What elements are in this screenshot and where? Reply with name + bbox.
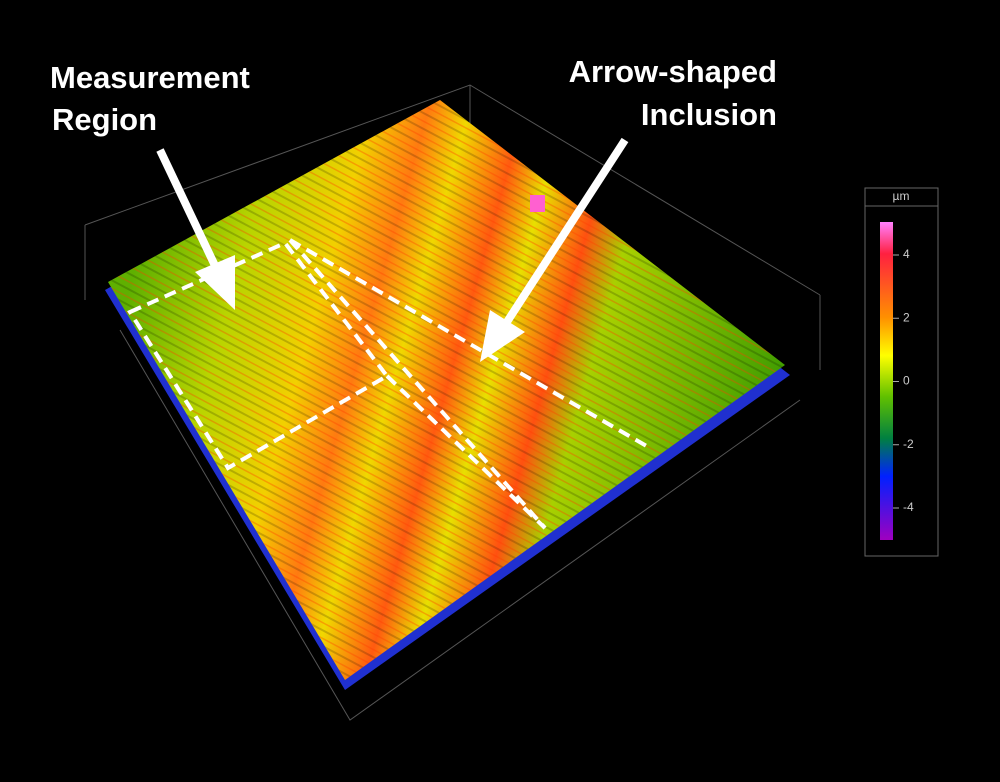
- arrows: [156, 137, 629, 362]
- colorbar-gradient: [880, 222, 893, 540]
- annotation: Inclusion: [641, 97, 777, 132]
- colorbar-tick-label: 4: [903, 247, 910, 261]
- annotation: Measurement: [50, 60, 250, 95]
- colorbar-tick-label: -2: [903, 437, 914, 451]
- annotation: Region: [52, 102, 157, 137]
- colorbar-tick-label: 2: [903, 310, 910, 324]
- surface: [105, 100, 790, 690]
- colorbar-tick-label: 0: [903, 374, 910, 388]
- axis-box: [84, 84, 821, 721]
- dashed-regions: [127, 238, 652, 530]
- colorbar-frame: [864, 187, 939, 557]
- annotation: Arrow-shaped: [569, 54, 777, 89]
- colorbar: µm: [864, 187, 939, 557]
- colorbar-tick-label: -4: [903, 500, 914, 514]
- colorbar-unit: µm: [893, 189, 910, 203]
